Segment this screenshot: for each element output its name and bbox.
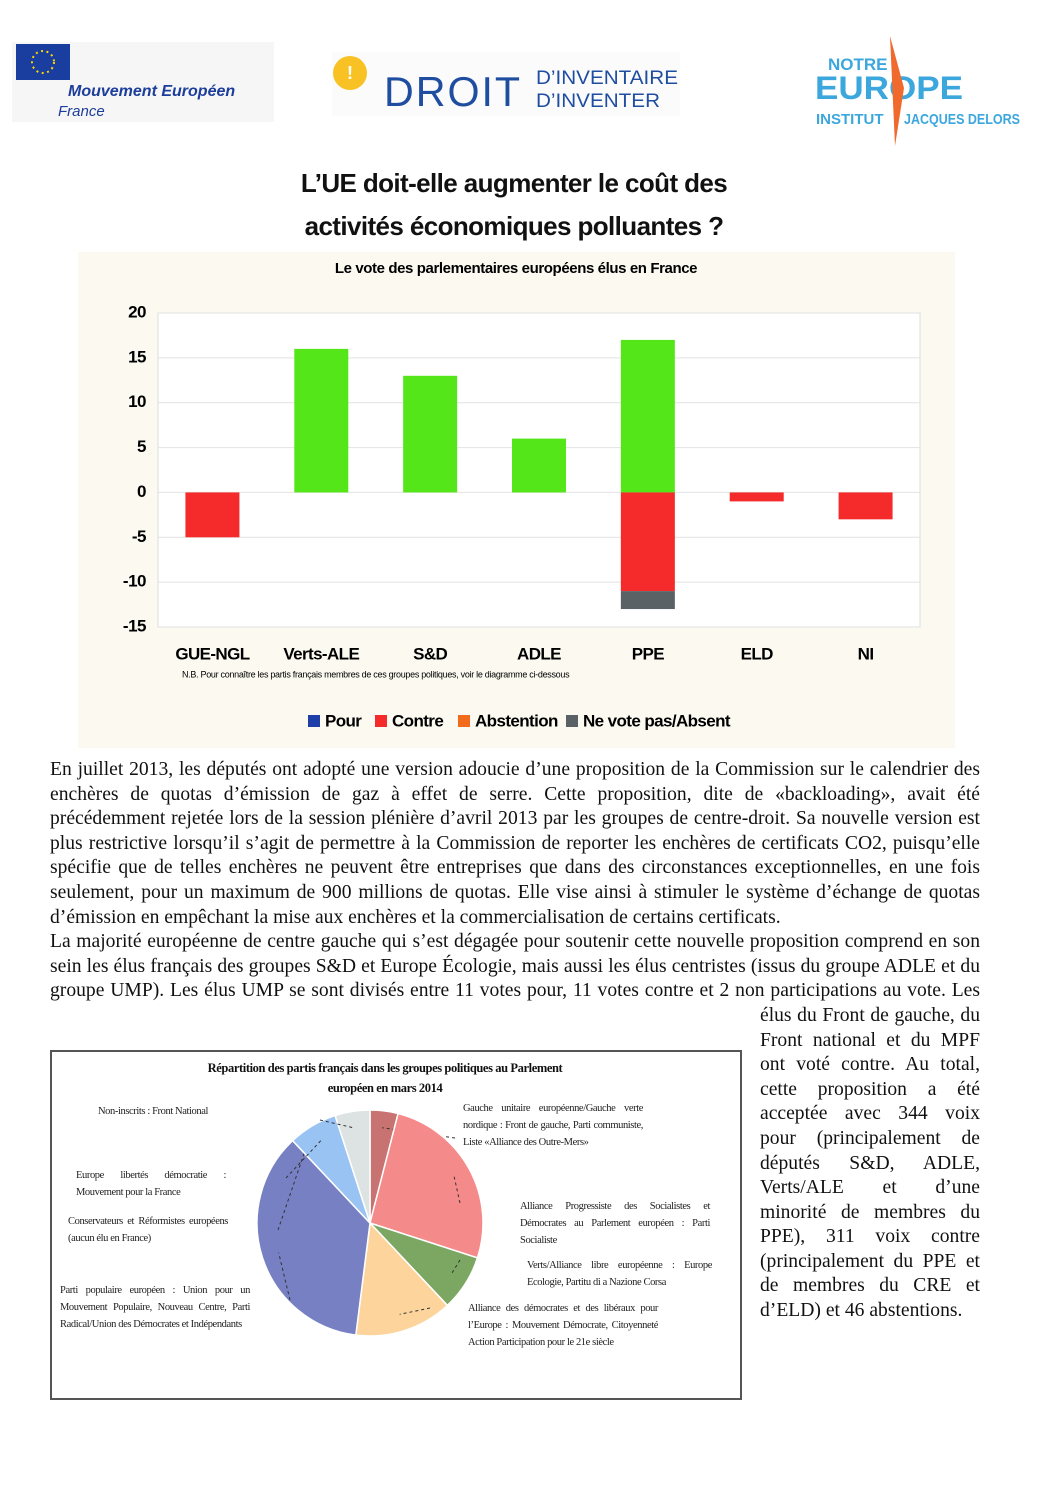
title-line: L’UE doit-elle augmenter le coût des: [300, 168, 728, 198]
x-tick-label: S&D: [413, 644, 447, 663]
x-tick-label: Verts-ALE: [283, 644, 359, 663]
logo-text: EUROPE: [815, 70, 963, 106]
logo-text: NOTRE: [828, 55, 888, 74]
y-tick-label: 10: [128, 392, 146, 411]
y-tick-label: 0: [137, 482, 146, 501]
slice-label: Gauche unitaire européenne/Gauche verte …: [463, 1103, 643, 1149]
y-tick-label: -10: [123, 572, 146, 591]
pie-slice: [354, 1221, 449, 1337]
x-tick-label: PPE: [632, 644, 664, 663]
bar: [294, 348, 349, 493]
logo-text: D’INVENTAIRE: [536, 68, 678, 89]
logo-bg: [332, 52, 680, 116]
eu-flag: [16, 44, 70, 80]
eu-stars: [31, 50, 55, 74]
leader-line: [453, 1176, 461, 1204]
y-tick-label: -5: [132, 527, 146, 546]
y-tick-label: 5: [137, 437, 146, 456]
pie-slice: [334, 1109, 371, 1224]
slice-label: Alliance des démocrates et des libéraux …: [468, 1303, 658, 1349]
slice-label: Europe libertés démocratie : Mouvement p…: [76, 1170, 226, 1199]
slice-label: Non-inscrits : Front National: [98, 1106, 209, 1118]
bar: [838, 492, 893, 520]
document-title: L’UE doit-elle augmenter le coût des act…: [0, 162, 1028, 248]
slice-label: Alliance Progressiste des Socialistes et…: [520, 1201, 710, 1247]
x-tick-label: ELD: [741, 644, 774, 663]
logo-needle: [890, 36, 904, 146]
bar-chart: Le vote des parlementaires européens élu…: [78, 252, 955, 748]
logo-mark: !: [347, 63, 353, 83]
pie-slice: [369, 1112, 484, 1260]
leader-line: [277, 1152, 305, 1231]
chart-note: N.B. Pour connaître les partis français …: [182, 669, 570, 679]
paragraph: Répartition des partis français dans les…: [50, 930, 980, 1401]
logo-text: Mouvement Européen: [68, 83, 235, 100]
bar: [403, 375, 458, 493]
slice-label: Verts/Alliance libre européenne : Europe…: [527, 1260, 712, 1289]
legend-label: Pour: [325, 711, 362, 730]
pie-figure: Répartition des partis français dans les…: [50, 1028, 752, 1401]
pie-chart: [256, 1109, 484, 1337]
chart-title: Répartition des partis français dans les…: [207, 1061, 563, 1096]
title-line: activités économiques polluantes ?: [304, 211, 724, 241]
legend-swatch: [308, 715, 320, 727]
legend-label: Contre: [392, 711, 443, 730]
paragraph: En juillet 2013, les députés ont adopté …: [50, 759, 980, 928]
y-tick-label: -15: [123, 616, 146, 635]
legend-swatch: [375, 715, 387, 727]
logo-text: INSTITUT: [816, 111, 884, 128]
logo-text: France: [58, 103, 105, 120]
leader-line: [285, 1140, 322, 1179]
chart-title: Le vote des parlementaires européens élu…: [335, 260, 697, 277]
bar: [185, 492, 240, 538]
y-tick-label: 15: [128, 347, 146, 366]
slice-label: Parti populaire européen : Union pour un…: [60, 1285, 250, 1331]
figure-frame: [50, 1050, 742, 1401]
header-logos: Mouvement Européen France ! DROIT D’INVE…: [12, 36, 1020, 146]
bar: [620, 492, 675, 592]
legend-label: Ne vote pas/Absent: [583, 711, 731, 730]
leader-line: [450, 1259, 461, 1275]
bar: [620, 339, 675, 493]
pie-slice: [256, 1139, 371, 1337]
legend-label: Abstention: [475, 711, 558, 730]
slice-label: Conservateurs et Réformistes européens (…: [68, 1216, 228, 1245]
logo-text: JACQUES DELORS: [904, 111, 1020, 128]
leader-line: [399, 1307, 431, 1315]
x-tick-label: ADLE: [517, 644, 561, 663]
body-text: En juillet 2013, les députés ont adopté …: [50, 758, 980, 1401]
legend-swatch: [458, 715, 470, 727]
leader-line: [278, 1252, 291, 1301]
x-tick-label: GUE-NGL: [175, 644, 249, 663]
legend-swatch: [566, 715, 578, 727]
logo-text: D’INVENTER: [536, 91, 660, 112]
bar: [620, 591, 675, 610]
logo-text: DROIT: [384, 68, 522, 115]
bar: [512, 438, 566, 493]
y-tick-label: 20: [128, 302, 146, 321]
bar: [729, 492, 784, 502]
x-tick-label: NI: [858, 644, 874, 663]
logo-bubble: [333, 56, 367, 90]
